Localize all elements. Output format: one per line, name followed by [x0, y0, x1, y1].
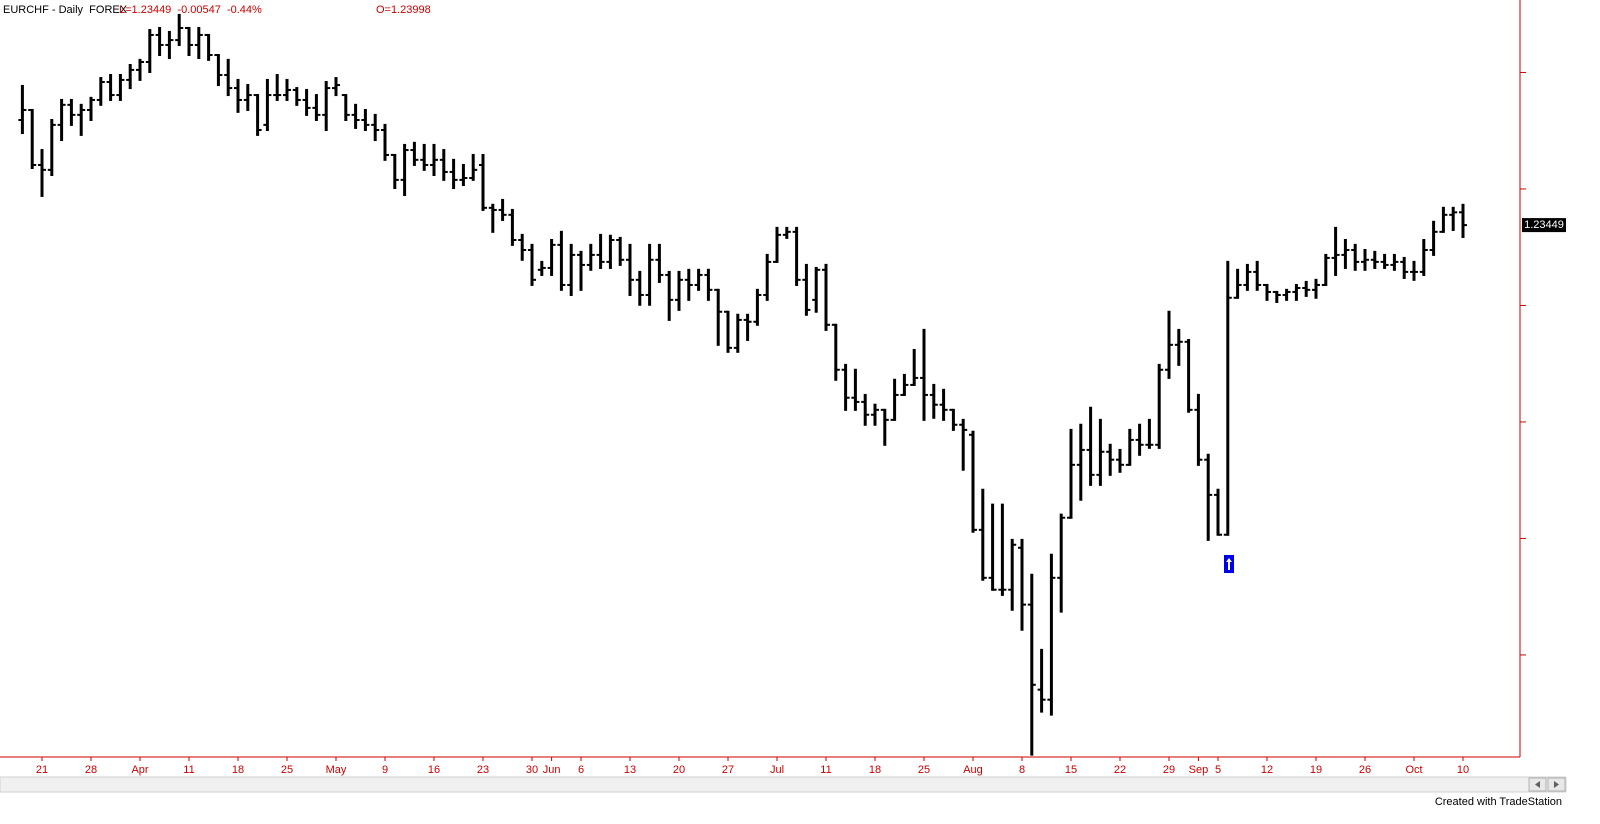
x-tick-label: 5	[1215, 764, 1221, 776]
x-tick-label: May	[326, 764, 347, 776]
x-tick-label: Aug	[963, 764, 983, 776]
up-arrow	[1226, 558, 1232, 570]
x-tick-label: 9	[382, 764, 388, 776]
x-tick-label: Jun	[543, 764, 561, 776]
x-tick-label: 30	[526, 764, 538, 776]
x-tick-label: 18	[232, 764, 244, 776]
footer: Created with TradeStation	[1435, 796, 1562, 808]
x-tick-label: 20	[673, 764, 685, 776]
x-tick-label: 28	[85, 764, 97, 776]
signal-marker	[1224, 555, 1234, 573]
x-tick-label: Jul	[770, 764, 784, 776]
last-price-box	[1522, 218, 1566, 233]
x-tick-label: 25	[281, 764, 293, 776]
x-tick-label: 22	[1114, 764, 1126, 776]
x-tick-label: 12	[1261, 764, 1273, 776]
x-tick-label: 26	[1359, 764, 1371, 776]
x-tick-label: 8	[1019, 764, 1025, 776]
x-tick-label: 6	[578, 764, 584, 776]
x-tick-label: Apr	[131, 764, 148, 776]
quote-info: L=1.23449 -0.00547 -0.44%	[119, 4, 262, 16]
x-tick-label: 29	[1163, 764, 1175, 776]
x-tick-label: Sep	[1189, 764, 1209, 776]
last-price-label: 1.23449	[1524, 219, 1564, 231]
scrollbar	[0, 776, 1567, 793]
arrow-icon	[1554, 781, 1559, 788]
x-tick-label: 13	[624, 764, 636, 776]
x-tick-label: 15	[1065, 764, 1077, 776]
x-tick-label: 18	[869, 764, 881, 776]
x-tick-label: 25	[918, 764, 930, 776]
x-tick-label: 19	[1310, 764, 1322, 776]
x-tick-label: 10	[1457, 764, 1469, 776]
x-tick-label: 21	[36, 764, 48, 776]
x-tick-label: 23	[477, 764, 489, 776]
x-tick-label: Oct	[1405, 764, 1422, 776]
x-tick-label: 27	[722, 764, 734, 776]
x-tick-label: 11	[183, 764, 194, 776]
scroll-track	[0, 776, 1567, 793]
chart-title: EURCHF - Daily FOREX	[3, 4, 128, 16]
open-info: O=1.23998	[376, 4, 431, 16]
x-tick-label: 11	[820, 764, 831, 776]
x-tick-label: 16	[428, 764, 440, 776]
arrow-icon	[1535, 781, 1540, 788]
